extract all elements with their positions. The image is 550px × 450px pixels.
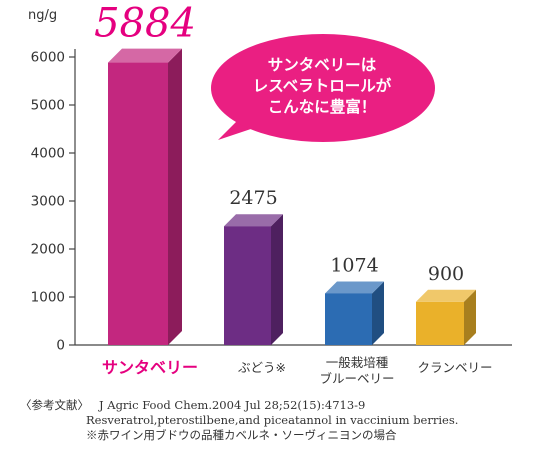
y-axis-unit: ng/g	[28, 8, 57, 23]
category-label: サンタベリー	[102, 358, 198, 377]
bar	[224, 226, 271, 345]
bar	[325, 293, 372, 345]
y-tick-label: 0	[56, 338, 65, 354]
bar-value-label: 900	[428, 263, 464, 285]
y-tick-label: 3000	[31, 194, 65, 210]
bar-side	[464, 289, 476, 345]
reference-label: 〈参考文献〉	[20, 398, 89, 412]
reference-journal: J Agric Food Chem.2004 Jul 28;52(15):471…	[99, 398, 366, 412]
callout-text: サンタベリーはレスベラトロールがこんなに豊富！	[253, 56, 392, 116]
category-label: 一般栽培種ブルーベリー	[319, 355, 394, 386]
y-tick-label: 4000	[31, 146, 65, 162]
bar	[108, 62, 168, 346]
reference-title: Resveratrol,pterostilbene,and piceatanno…	[86, 413, 459, 427]
bar	[416, 301, 464, 345]
callout-bubble	[211, 34, 435, 142]
reference-citation: 〈参考文献〉 J Agric Food Chem.2004 Jul 28;52(1…	[20, 398, 548, 413]
y-tick-label: 6000	[31, 50, 65, 66]
bar-value-label: 5884	[94, 1, 196, 47]
bar-side	[271, 214, 283, 345]
category-label: ぶどう※	[238, 360, 286, 375]
bar-value-label: 1074	[330, 254, 378, 276]
bar-top	[416, 289, 476, 302]
bar-value-label: 2475	[229, 187, 277, 209]
y-tick-label: 1000	[31, 290, 65, 306]
bar-side	[168, 48, 182, 346]
reference-footnote: ※赤ワイン用ブドウの品種カベルネ・ソーヴィニヨンの場合	[86, 428, 397, 442]
category-label: クランベリー	[417, 360, 492, 375]
y-tick-label: 5000	[31, 98, 65, 114]
bar-top	[108, 48, 182, 63]
bar-top	[325, 281, 384, 294]
bar-chart: ng/g 0 1000 2000 3000 4000 5000 6000 5884 2475 107…	[28, 1, 512, 386]
bar-top	[224, 214, 283, 227]
y-tick-label: 2000	[31, 242, 65, 258]
bar-side	[372, 281, 384, 345]
